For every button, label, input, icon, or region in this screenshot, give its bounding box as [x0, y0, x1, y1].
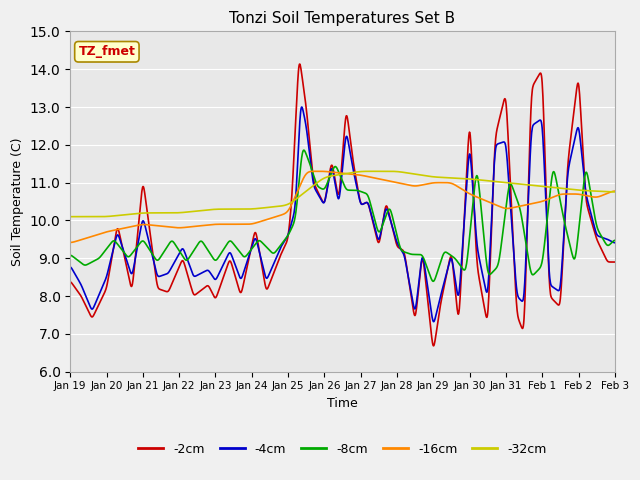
X-axis label: Time: Time [327, 397, 358, 410]
Title: Tonzi Soil Temperatures Set B: Tonzi Soil Temperatures Set B [230, 11, 456, 26]
Text: TZ_fmet: TZ_fmet [79, 45, 135, 58]
Legend: -2cm, -4cm, -8cm, -16cm, -32cm: -2cm, -4cm, -8cm, -16cm, -32cm [133, 438, 552, 461]
Y-axis label: Soil Temperature (C): Soil Temperature (C) [11, 137, 24, 266]
